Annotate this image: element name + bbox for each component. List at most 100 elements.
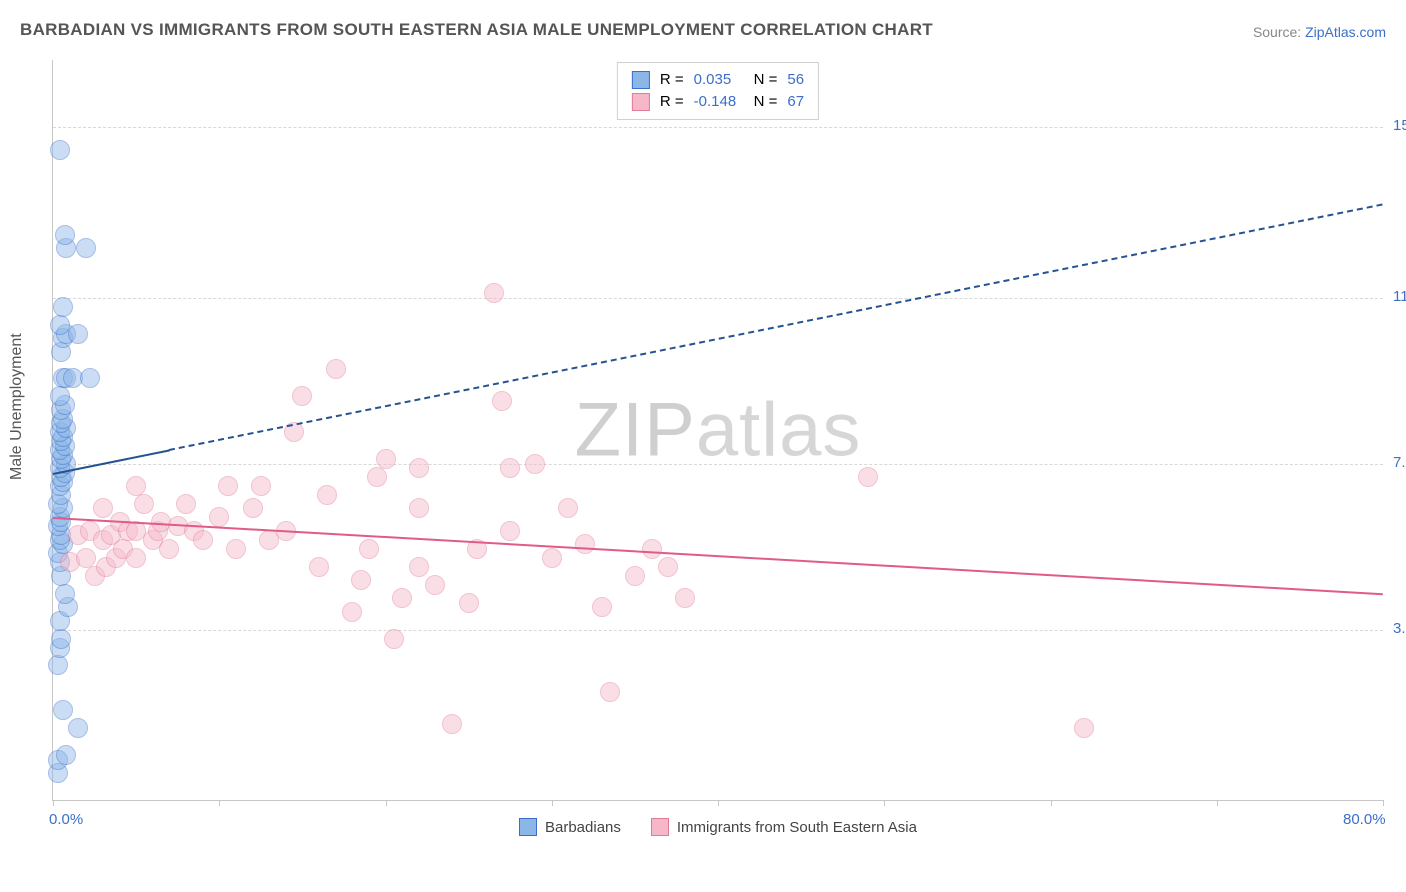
x-tick [1217, 800, 1218, 806]
data-point [558, 498, 578, 518]
x-tick [386, 800, 387, 806]
data-point [134, 494, 154, 514]
data-point [351, 570, 371, 590]
watermark-thin: atlas [696, 388, 862, 473]
swatch-icon [632, 93, 650, 111]
y-tick-label: 11.2% [1385, 288, 1406, 305]
data-point [55, 584, 75, 604]
x-tick [552, 800, 553, 806]
legend-item: Barbadians [519, 818, 621, 836]
n-value: 56 [787, 69, 804, 91]
data-point [50, 386, 70, 406]
data-point [176, 494, 196, 514]
n-label: N = [754, 91, 778, 113]
data-point [218, 476, 238, 496]
data-point [359, 539, 379, 559]
data-point [409, 557, 429, 577]
data-point [193, 530, 213, 550]
gridline [53, 464, 1383, 465]
gridline [53, 127, 1383, 128]
x-tick [53, 800, 54, 806]
data-point [484, 283, 504, 303]
data-point [50, 140, 70, 160]
series-name: Barbadians [545, 819, 621, 836]
x-tick [1383, 800, 1384, 806]
x-tick-label: 0.0% [49, 811, 83, 828]
data-point [68, 718, 88, 738]
data-point [76, 238, 96, 258]
data-point [243, 498, 263, 518]
r-label: R = [660, 69, 684, 91]
x-tick [884, 800, 885, 806]
correlation-legend: R = 0.035 N = 56 R = -0.148 N = 67 [617, 62, 819, 120]
data-point [292, 386, 312, 406]
data-point [48, 655, 68, 675]
n-value: 67 [787, 91, 804, 113]
gridline [53, 298, 1383, 299]
series-legend: Barbadians Immigrants from South Eastern… [519, 818, 917, 836]
x-tick [718, 800, 719, 806]
y-tick-label: 7.5% [1385, 454, 1406, 471]
swatch-icon [651, 818, 669, 836]
r-value: -0.148 [694, 91, 744, 113]
data-point [51, 629, 71, 649]
data-point [53, 700, 73, 720]
n-label: N = [754, 69, 778, 91]
swatch-icon [519, 818, 537, 836]
data-point [459, 593, 479, 613]
data-point [309, 557, 329, 577]
data-point [317, 485, 337, 505]
data-point [55, 225, 75, 245]
r-value: 0.035 [694, 69, 744, 91]
data-point [425, 575, 445, 595]
data-point [50, 315, 70, 335]
data-point [342, 602, 362, 622]
data-point [251, 476, 271, 496]
data-point [600, 682, 620, 702]
data-point [658, 557, 678, 577]
legend-item: Immigrants from South Eastern Asia [651, 818, 917, 836]
x-tick [1051, 800, 1052, 806]
data-point [126, 548, 146, 568]
data-point [592, 597, 612, 617]
r-label: R = [660, 91, 684, 113]
x-tick [219, 800, 220, 806]
data-point [68, 324, 88, 344]
y-axis-label: Male Unemployment [8, 333, 26, 480]
watermark-bold: ZIP [575, 388, 696, 473]
series-name: Immigrants from South Eastern Asia [677, 819, 917, 836]
source-prefix: Source: [1253, 24, 1305, 40]
data-point [226, 539, 246, 559]
trend-line [53, 517, 1383, 595]
y-tick-label: 3.8% [1385, 620, 1406, 637]
data-point [326, 359, 346, 379]
data-point [376, 449, 396, 469]
data-point [525, 454, 545, 474]
legend-row: R = 0.035 N = 56 [632, 69, 804, 91]
data-point [56, 745, 76, 765]
y-tick-label: 15.0% [1385, 117, 1406, 134]
legend-row: R = -0.148 N = 67 [632, 91, 804, 113]
data-point [625, 566, 645, 586]
data-point [93, 498, 113, 518]
data-point [500, 458, 520, 478]
data-point [384, 629, 404, 649]
watermark: ZIPatlas [575, 387, 862, 474]
data-point [209, 507, 229, 527]
data-point [80, 368, 100, 388]
swatch-icon [632, 71, 650, 89]
data-point [442, 714, 462, 734]
source-link[interactable]: ZipAtlas.com [1305, 24, 1386, 40]
data-point [575, 534, 595, 554]
data-point [500, 521, 520, 541]
x-tick-label: 80.0% [1343, 811, 1386, 828]
data-point [858, 467, 878, 487]
data-point [675, 588, 695, 608]
source-attribution: Source: ZipAtlas.com [1253, 24, 1386, 40]
data-point [542, 548, 562, 568]
data-point [392, 588, 412, 608]
data-point [492, 391, 512, 411]
data-point [642, 539, 662, 559]
data-point [409, 498, 429, 518]
chart-title: BARBADIAN VS IMMIGRANTS FROM SOUTH EASTE… [20, 20, 933, 40]
